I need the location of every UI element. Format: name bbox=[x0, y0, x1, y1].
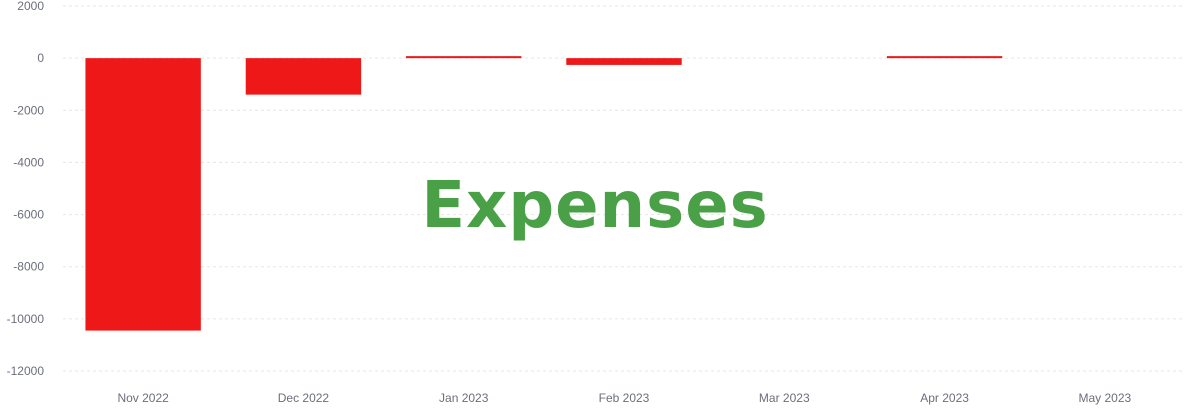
y-axis-tick-labels: 2000 0 -2000 -4000 -6000 -8000 -10000 -12000 bbox=[7, 0, 45, 378]
y-tick-label: -12000 bbox=[7, 364, 45, 378]
bars bbox=[85, 56, 1003, 331]
bar-feb-2023[interactable] bbox=[566, 58, 682, 65]
bar-nov-2022[interactable] bbox=[85, 58, 201, 331]
y-tick-label: -8000 bbox=[13, 260, 44, 274]
x-tick-label: Dec 2022 bbox=[278, 391, 330, 405]
x-tick-label: Apr 2023 bbox=[920, 391, 969, 405]
y-tick-label: -10000 bbox=[7, 312, 45, 326]
x-tick-label: Jan 2023 bbox=[439, 391, 489, 405]
bar-dec-2022[interactable] bbox=[245, 58, 362, 95]
x-tick-label: Nov 2022 bbox=[117, 391, 169, 405]
y-tick-label: 0 bbox=[37, 51, 44, 65]
y-tick-label: -4000 bbox=[13, 155, 44, 169]
y-tick-label: -2000 bbox=[13, 103, 44, 117]
bar-apr-2023[interactable] bbox=[886, 56, 1003, 59]
x-tick-label: May 2023 bbox=[1079, 391, 1132, 405]
y-tick-label: -6000 bbox=[13, 208, 44, 222]
bar-jan-2023[interactable] bbox=[406, 56, 522, 59]
x-axis-tick-labels: Nov 2022 Dec 2022 Jan 2023 Feb 2023 Mar 2023… bbox=[117, 391, 1131, 405]
y-tick-label: 2000 bbox=[17, 0, 44, 13]
x-tick-label: Feb 2023 bbox=[599, 391, 650, 405]
x-tick-label: Mar 2023 bbox=[759, 391, 810, 405]
